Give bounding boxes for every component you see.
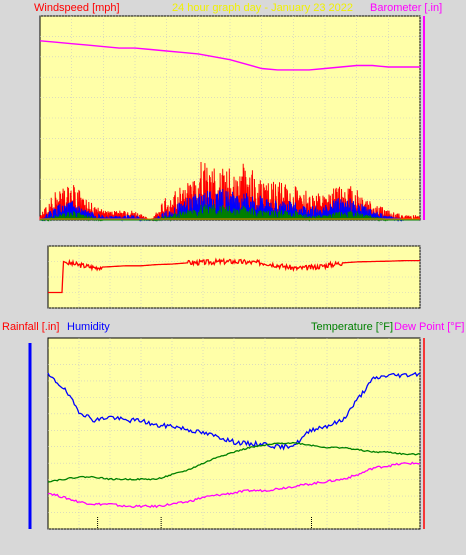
- windspeed-axis-title: Windspeed [mph]: [34, 2, 120, 14]
- barometer-line: [39, 40, 420, 71]
- wind-direction-line: [48, 257, 420, 294]
- barometer-axis-title: Barometer [.in]: [370, 2, 442, 14]
- dewpoint-axis-title: Dew Point [°F]: [394, 321, 464, 333]
- rainfall-axis-title: Rainfall [.in]: [2, 321, 59, 333]
- humidity-axis-title: Humidity: [67, 321, 110, 333]
- climate-panel-grid: [48, 338, 421, 530]
- graph-title: 24 hour graph day - January 23 2022: [172, 2, 353, 14]
- temperature-line: [47, 441, 421, 483]
- direction-panel-series: [48, 257, 420, 294]
- climate-panel-series: [47, 371, 421, 529]
- wind-panel-series: [39, 40, 420, 222]
- wind-panel-grid: [40, 15, 421, 221]
- humidity-line: [47, 371, 421, 451]
- dewpoint-line: [47, 461, 421, 509]
- temperature-axis-title: Temperature [°F]: [311, 321, 393, 333]
